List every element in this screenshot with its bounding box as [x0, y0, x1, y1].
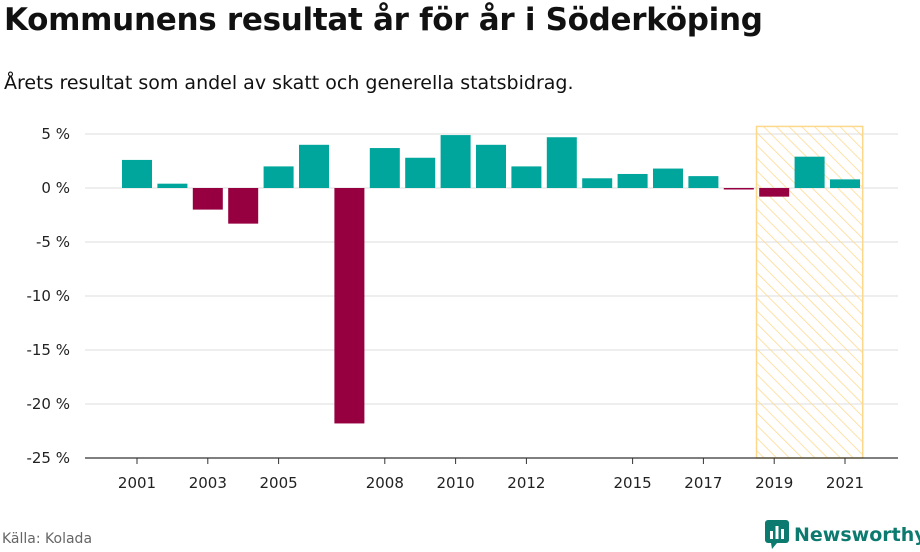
bar-2006 — [299, 144, 329, 188]
bar-2002 — [157, 183, 188, 188]
x-tick-label: 2003 — [189, 474, 227, 492]
bar-2015 — [617, 173, 648, 188]
x-tick-label: 2008 — [366, 474, 404, 492]
x-tick-label: 2005 — [260, 474, 298, 492]
y-tick-label: -15 % — [26, 341, 70, 359]
bar-2009 — [405, 157, 436, 188]
y-tick-label: 0 % — [41, 179, 70, 197]
y-tick-label: 5 % — [41, 125, 70, 143]
bar-2001 — [122, 159, 152, 188]
bar-2007 — [334, 188, 365, 424]
bar-2013 — [546, 137, 577, 188]
bar-2018 — [723, 188, 754, 190]
bar-2014 — [582, 178, 613, 188]
x-tick-label: 2012 — [507, 474, 545, 492]
x-tick-label: 2019 — [755, 474, 793, 492]
x-tick-label: 2021 — [826, 474, 864, 492]
y-tick-label: -25 % — [26, 449, 70, 467]
source-note: Källa: Kolada — [2, 531, 93, 547]
bar-2011 — [476, 144, 506, 188]
bar-2010 — [440, 135, 471, 188]
x-tick-label: 2017 — [684, 474, 722, 492]
bar-2012 — [511, 166, 542, 188]
newsworthy-logo: Newsworthy — [765, 520, 920, 550]
bar-2005 — [263, 166, 294, 188]
y-tick-label: -20 % — [26, 395, 70, 413]
chart-subtitle: Årets resultat som andel av skatt och ge… — [4, 72, 574, 94]
x-tick-label: 2001 — [118, 474, 156, 492]
x-tick-label: 2010 — [437, 474, 475, 492]
y-tick-label: -10 % — [26, 287, 70, 305]
bar-2004 — [228, 188, 259, 224]
brand-name: Newsworthy — [794, 524, 920, 546]
x-tick-label: 2015 — [614, 474, 652, 492]
bar-2016 — [653, 168, 683, 188]
bar-2008 — [369, 148, 400, 188]
newsworthy-icon — [765, 520, 789, 549]
bar-2017 — [688, 176, 719, 188]
bar-2003 — [192, 188, 223, 210]
bar-2021 — [830, 179, 860, 188]
y-tick-label: -5 % — [36, 233, 70, 251]
bar-2019 — [759, 188, 790, 197]
bar-2020 — [794, 156, 825, 188]
chart-title: Kommunens resultat år för år i Söderköpi… — [4, 2, 763, 38]
